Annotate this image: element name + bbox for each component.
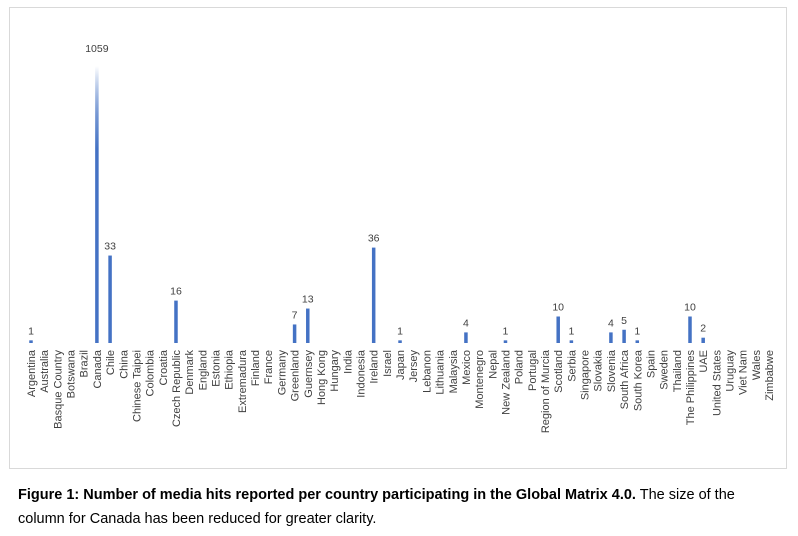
x-tick-guernsey: Guernsey xyxy=(303,350,315,398)
x-tick-lebanon: Lebanon xyxy=(421,350,433,393)
x-tick-chinese-taipei: Chinese Taipei xyxy=(131,350,143,422)
x-tick-united-states: United States xyxy=(711,350,723,417)
data-label-uae: 2 xyxy=(700,323,706,335)
x-tick-singapore: Singapore xyxy=(580,350,592,400)
bar-scotland xyxy=(556,316,560,343)
data-label-the-philippines: 10 xyxy=(684,302,696,314)
x-tick-ethiopia: Ethiopia xyxy=(224,349,236,390)
x-tick-estonia: Estonia xyxy=(211,349,223,387)
x-tick-israel: Israel xyxy=(382,350,394,377)
data-label-canada: 1059 xyxy=(85,43,109,55)
bar-canada xyxy=(95,66,99,343)
bar-ireland xyxy=(371,247,376,343)
data-label-serbia: 1 xyxy=(568,325,574,337)
bar-guernsey xyxy=(306,308,310,343)
x-tick-new-zealand: New Zealand xyxy=(500,350,512,415)
data-label-guernsey: 13 xyxy=(302,294,314,306)
x-tick-wales: Wales xyxy=(751,350,763,381)
data-label-ireland: 36 xyxy=(368,233,380,245)
data-label-argentina: 1 xyxy=(28,325,34,337)
figure-caption: Figure 1: Number of media hits reported … xyxy=(18,483,778,531)
x-tick-canada: Canada xyxy=(92,349,104,388)
x-tick-croatia: Croatia xyxy=(158,349,170,385)
data-label-slovenia: 4 xyxy=(608,317,614,329)
x-tick-hungary: Hungary xyxy=(329,350,341,392)
bar-japan xyxy=(398,340,402,343)
x-tick-brazil: Brazil xyxy=(79,350,91,378)
bar-mexico xyxy=(464,332,468,343)
x-tick-zimbabwe: Zimbabwe xyxy=(764,350,776,401)
x-tick-denmark: Denmark xyxy=(184,350,196,395)
bar-the-philippines xyxy=(688,316,692,343)
x-tick-thailand: Thailand xyxy=(672,350,684,392)
x-tick-spain: Spain xyxy=(645,350,657,378)
x-tick-jersey: Jersey xyxy=(408,350,420,383)
x-tick-indonesia: Indonesia xyxy=(356,349,368,398)
x-tick-basque-country: Basque Country xyxy=(52,350,64,429)
x-tick-germany: Germany xyxy=(276,350,288,396)
bar-czech-republic xyxy=(174,300,178,343)
chart-frame: 1 1059 33 16 7 13 36 1 4 1 10 1 4 5 1 10 2 Argentina Aust… xyxy=(9,7,787,469)
x-tick-botswana: Botswana xyxy=(66,349,78,398)
data-label-czech-republic: 16 xyxy=(170,286,182,298)
data-label-greenland: 7 xyxy=(292,309,298,321)
x-tick-malaysia: Malaysia xyxy=(448,349,460,393)
data-label-scotland: 10 xyxy=(552,302,564,314)
data-label-south-korea: 1 xyxy=(634,325,640,337)
x-tick-england: England xyxy=(197,350,209,390)
bar-new-zealand xyxy=(503,340,508,343)
data-label-chile: 33 xyxy=(104,241,116,253)
bar-greenland xyxy=(292,324,297,343)
x-tick-portugal: Portugal xyxy=(527,350,539,391)
data-label-south-africa: 5 xyxy=(621,315,627,327)
x-tick-mexico: Mexico xyxy=(461,350,473,385)
x-tick-colombia: Colombia xyxy=(145,349,157,396)
x-tick-nepal: Nepal xyxy=(487,350,499,379)
data-label-japan: 1 xyxy=(397,325,403,337)
x-tick-the-philippines: The Philippines xyxy=(685,350,697,426)
bar-south-africa xyxy=(622,329,626,343)
x-tick-japan: Japan xyxy=(395,350,407,380)
x-tick-lithuania: Lithuania xyxy=(435,349,447,395)
bar-south-korea xyxy=(635,340,640,343)
x-tick-france: France xyxy=(263,350,275,384)
caption-text: The size of the column for Canada has be… xyxy=(18,487,735,527)
bar-chile xyxy=(108,255,112,343)
x-tick-china: China xyxy=(118,349,130,379)
x-tick-region-of-murcia: Region of Murcia xyxy=(540,349,552,433)
x-tick-south-korea: South Korea xyxy=(632,349,644,411)
x-tick-uae: UAE xyxy=(698,350,710,373)
x-tick-slovakia: Slovakia xyxy=(593,349,605,391)
x-tick-uruguay: Uruguay xyxy=(725,350,737,392)
x-tick-serbia: Serbia xyxy=(566,349,578,382)
x-tick-scotland: Scotland xyxy=(553,350,565,393)
x-tick-greenland: Greenland xyxy=(290,350,302,401)
bar-slovenia xyxy=(609,332,613,343)
bar-serbia xyxy=(569,340,574,343)
x-tick-chile: Chile xyxy=(105,350,117,375)
bar-argentina xyxy=(29,340,33,343)
x-tick-ireland: Ireland xyxy=(369,350,381,384)
x-tick-extremadura: Extremadura xyxy=(237,349,249,413)
x-tick-argentina: Argentina xyxy=(26,349,38,397)
x-tick-montenegro: Montenegro xyxy=(474,350,486,409)
caption-bold: Figure 1: Number of media hits reported … xyxy=(18,487,636,503)
data-label-mexico: 4 xyxy=(463,317,469,329)
x-tick-czech-republic: Czech Republic xyxy=(171,350,183,428)
x-tick-south-africa: South Africa xyxy=(619,349,631,409)
data-label-new-zealand: 1 xyxy=(503,325,509,337)
x-tick-sweden: Sweden xyxy=(659,350,671,390)
x-tick-finland: Finland xyxy=(250,350,262,386)
x-tick-india: India xyxy=(342,349,354,374)
x-tick-hong-kong: Hong Kong xyxy=(316,350,328,405)
x-tick-viet-nam: Viet Nam xyxy=(738,350,750,395)
x-tick-australia: Australia xyxy=(39,349,51,393)
x-tick-poland: Poland xyxy=(514,350,526,384)
bar-uae xyxy=(701,337,705,343)
x-tick-slovenia: Slovenia xyxy=(606,349,618,392)
